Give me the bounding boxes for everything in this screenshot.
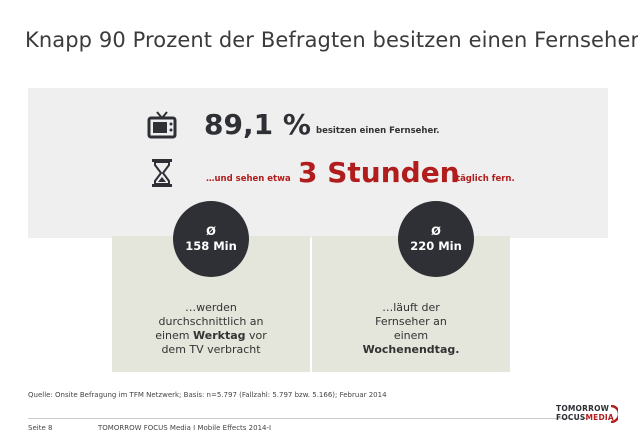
footer-text: TOMORROW FOCUS Media I Mobile Effects 20… [98, 424, 272, 432]
logo-focus: FOCUS [556, 413, 586, 422]
company-logo: TOMORROW FOCUSMEDIA [556, 404, 618, 436]
weekend-line-2: Fernseher an [375, 315, 447, 328]
weekday-line-3: einem Werktag vor [136, 329, 286, 343]
weekday-description: …werden durchschnittlich an einem Werkta… [136, 301, 286, 357]
footer-divider [28, 418, 588, 419]
weekend-line-4: Wochenendtag. [336, 343, 486, 357]
highlight-band [28, 88, 608, 238]
logo-mark-icon [610, 405, 618, 423]
source-note: Quelle: Onsite Befragung im TFM Netzwerk… [28, 391, 387, 399]
logo-line-1: TOMORROW [556, 404, 610, 413]
weekend-minutes-badge: Ø 220 Min [398, 201, 474, 277]
weekday-minutes: 158 Min [185, 239, 237, 253]
hourglass-icon [152, 159, 172, 187]
weekend-line-1: …läuft der [382, 301, 440, 314]
tv-ownership-percent: 89,1 % [204, 108, 311, 141]
weekend-minutes: 220 Min [410, 239, 462, 253]
weekday-line-2: durchschnittlich an [158, 315, 264, 328]
weekday-line-3-suffix: vor [245, 329, 267, 342]
average-symbol: Ø [431, 224, 441, 238]
weekday-minutes-badge: Ø 158 Min [173, 201, 249, 277]
weekday-keyword: Werktag [193, 329, 246, 342]
page-title: Knapp 90 Prozent der Befragten besitzen … [25, 28, 638, 52]
tv-ownership-text: besitzen einen Fernseher. [316, 126, 440, 136]
weekday-line-1: …werden [185, 301, 237, 314]
tv-icon [147, 111, 177, 139]
watch-prefix: …und sehen etwa [206, 174, 291, 184]
logo-line-2: FOCUSMEDIA [556, 413, 614, 422]
daily-hours: 3 Stunden [298, 156, 460, 189]
logo-media: MEDIA [585, 413, 614, 422]
weekend-keyword: Wochenendtag. [362, 343, 460, 356]
weekday-line-3-prefix: einem [155, 329, 193, 342]
weekend-description: …läuft der Fernseher an einem Wochenendt… [336, 301, 486, 357]
watch-suffix: täglich fern. [456, 174, 515, 184]
weekend-line-3: einem [393, 329, 429, 342]
weekday-line-4: dem TV verbracht [161, 343, 261, 356]
page-number: Seite 8 [28, 424, 53, 432]
average-symbol: Ø [206, 224, 216, 238]
